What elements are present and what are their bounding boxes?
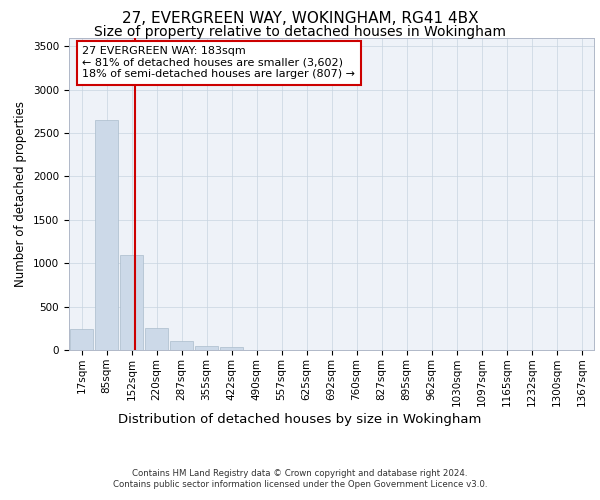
- Bar: [170, 342, 193, 350]
- Bar: [95, 120, 118, 350]
- Bar: [70, 328, 93, 350]
- Bar: [120, 254, 143, 350]
- Text: Contains public sector information licensed under the Open Government Licence v3: Contains public sector information licen…: [113, 480, 487, 489]
- Text: Distribution of detached houses by size in Wokingham: Distribution of detached houses by size …: [118, 412, 482, 426]
- Bar: [195, 346, 218, 350]
- Text: 27, EVERGREEN WAY, WOKINGHAM, RG41 4BX: 27, EVERGREEN WAY, WOKINGHAM, RG41 4BX: [122, 11, 478, 26]
- Text: Contains HM Land Registry data © Crown copyright and database right 2024.: Contains HM Land Registry data © Crown c…: [132, 469, 468, 478]
- Bar: [145, 328, 168, 350]
- Bar: [220, 348, 243, 350]
- Y-axis label: Number of detached properties: Number of detached properties: [14, 101, 28, 287]
- Text: 27 EVERGREEN WAY: 183sqm
← 81% of detached houses are smaller (3,602)
18% of sem: 27 EVERGREEN WAY: 183sqm ← 81% of detach…: [82, 46, 355, 80]
- Text: Size of property relative to detached houses in Wokingham: Size of property relative to detached ho…: [94, 25, 506, 39]
